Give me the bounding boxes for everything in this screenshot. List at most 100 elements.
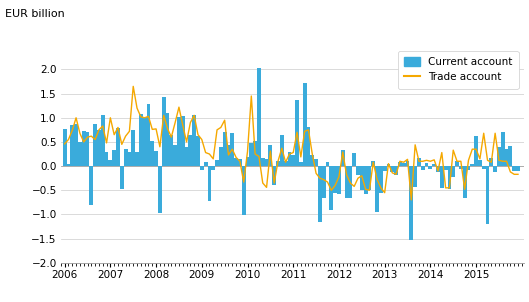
Bar [257, 68, 261, 166]
Bar [478, 160, 482, 166]
Bar [192, 115, 196, 166]
Bar [139, 114, 143, 166]
Bar [108, 160, 112, 166]
Bar [337, 166, 341, 194]
Bar [112, 150, 116, 166]
Bar [264, 159, 268, 166]
Bar [345, 166, 349, 198]
Bar [181, 116, 185, 166]
Bar [63, 129, 67, 166]
Bar [448, 166, 451, 189]
Bar [295, 100, 299, 166]
Bar [284, 161, 287, 166]
Bar [436, 166, 440, 172]
Bar [451, 166, 455, 177]
Bar [105, 152, 108, 166]
Bar [287, 152, 291, 166]
Bar [421, 166, 425, 170]
Bar [261, 158, 264, 166]
Bar [154, 151, 158, 166]
Bar [512, 166, 516, 172]
Bar [459, 166, 463, 169]
Bar [200, 166, 204, 170]
Bar [383, 166, 387, 171]
Bar [341, 150, 345, 166]
Bar [196, 136, 200, 166]
Bar [322, 166, 326, 198]
Bar [101, 115, 105, 166]
Bar [207, 166, 211, 201]
Bar [97, 130, 101, 166]
Bar [497, 147, 501, 166]
Bar [330, 166, 333, 210]
Bar [364, 166, 368, 194]
Bar [432, 164, 436, 166]
Bar [349, 166, 352, 198]
Bar [253, 141, 257, 166]
Bar [238, 159, 242, 166]
Bar [402, 163, 406, 166]
Bar [185, 147, 188, 166]
Bar [299, 162, 303, 166]
Bar [470, 164, 474, 166]
Bar [489, 158, 493, 166]
Legend: Current account, Trade account: Current account, Trade account [398, 50, 518, 89]
Bar [127, 152, 131, 166]
Bar [211, 166, 215, 170]
Bar [314, 159, 318, 166]
Bar [413, 166, 417, 187]
Bar [307, 127, 311, 166]
Bar [116, 128, 120, 166]
Bar [375, 166, 379, 212]
Bar [440, 166, 444, 188]
Bar [394, 166, 398, 175]
Bar [406, 161, 409, 166]
Bar [272, 166, 276, 185]
Bar [482, 166, 486, 169]
Bar [455, 161, 459, 166]
Bar [135, 152, 139, 166]
Bar [333, 166, 337, 193]
Bar [234, 158, 238, 166]
Bar [131, 130, 135, 166]
Bar [268, 145, 272, 166]
Bar [215, 160, 219, 166]
Bar [93, 124, 97, 166]
Bar [356, 166, 360, 175]
Bar [425, 163, 428, 166]
Bar [501, 132, 505, 166]
Bar [303, 82, 307, 166]
Bar [223, 132, 226, 166]
Bar [390, 166, 394, 172]
Bar [368, 166, 371, 190]
Bar [379, 166, 383, 193]
Bar [318, 166, 322, 222]
Bar [417, 158, 421, 166]
Bar [467, 166, 470, 170]
Bar [245, 157, 249, 166]
Bar [398, 162, 402, 166]
Bar [143, 117, 147, 166]
Bar [204, 162, 207, 166]
Bar [311, 155, 314, 166]
Bar [493, 166, 497, 172]
Bar [249, 143, 253, 166]
Bar [70, 125, 74, 166]
Bar [74, 124, 78, 166]
Bar [474, 136, 478, 166]
Bar [516, 166, 520, 172]
Bar [226, 145, 230, 166]
Bar [177, 117, 181, 166]
Bar [230, 133, 234, 166]
Bar [82, 131, 86, 166]
Bar [387, 164, 390, 166]
Bar [173, 145, 177, 166]
Bar [291, 156, 295, 166]
Bar [505, 149, 508, 166]
Bar [86, 132, 89, 166]
Bar [219, 147, 223, 166]
Bar [508, 146, 512, 166]
Bar [428, 166, 432, 169]
Bar [360, 166, 364, 190]
Bar [78, 142, 82, 166]
